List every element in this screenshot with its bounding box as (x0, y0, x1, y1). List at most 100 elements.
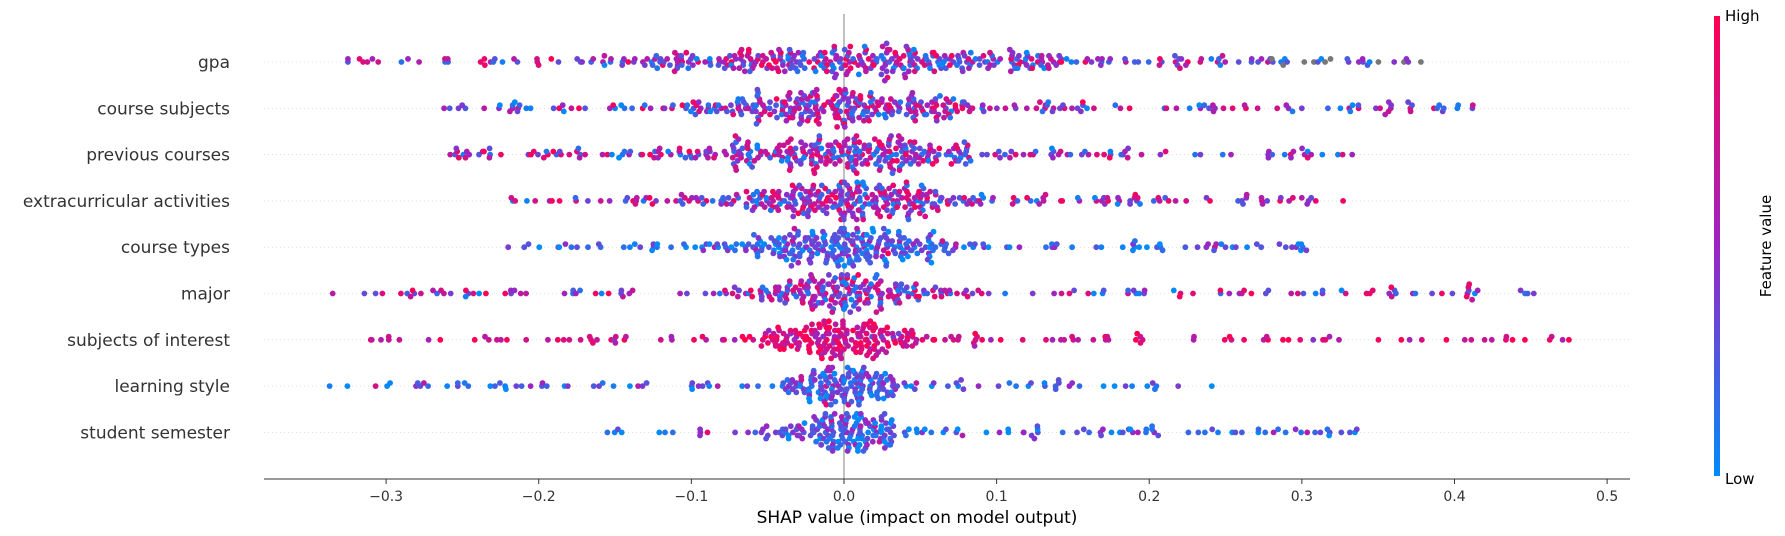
shap-point (969, 201, 975, 207)
shap-point (1409, 102, 1415, 109)
shap-point (781, 346, 787, 352)
shap-point (827, 142, 834, 149)
shap-point (1135, 59, 1142, 65)
shap-point (446, 105, 453, 112)
shap-point (369, 56, 376, 62)
shap-point (585, 244, 591, 251)
shap-point (853, 133, 860, 139)
shap-point (889, 170, 896, 177)
shap-point (873, 309, 880, 315)
shap-point (1298, 241, 1305, 248)
shap-point (792, 284, 799, 291)
shap-point (831, 43, 838, 50)
shap-point (1127, 201, 1133, 207)
x-tick-label: −0.1 (674, 489, 708, 505)
shap-point (945, 383, 951, 389)
shap-point (1074, 429, 1080, 436)
shap-point (326, 383, 333, 389)
shap-point (1340, 198, 1346, 204)
shap-point (1009, 201, 1016, 207)
shap-point (735, 96, 742, 102)
shap-point (856, 139, 863, 146)
shap-point (619, 62, 626, 68)
shap-point (554, 336, 561, 343)
shap-point (887, 373, 894, 380)
shap-point (865, 56, 872, 62)
shap-point (1298, 194, 1305, 201)
shap-point (915, 161, 922, 167)
shap-point (1134, 194, 1141, 201)
shap-point (738, 154, 744, 161)
shap-point (601, 52, 608, 59)
shap-point (1403, 56, 1410, 62)
shap-point (831, 370, 838, 377)
shap-point (880, 386, 887, 393)
shap-point (938, 194, 945, 201)
shap-point (1308, 151, 1315, 158)
shap-point (656, 429, 663, 436)
shap-point (1094, 151, 1100, 158)
shap-point (576, 105, 582, 112)
shap-point (863, 231, 870, 238)
shap-point (902, 74, 909, 81)
shap-point (767, 111, 773, 118)
shap-point (736, 287, 742, 294)
shap-point (1106, 154, 1113, 161)
shap-point (850, 89, 856, 96)
shap-point (836, 142, 842, 149)
shap-point (656, 145, 663, 152)
shap-point (1281, 151, 1288, 158)
shap-point (880, 395, 887, 402)
shap-point (1165, 198, 1172, 204)
shap-point (549, 198, 555, 204)
shap-point (853, 349, 859, 356)
shap-point (1377, 105, 1383, 112)
shap-point (414, 380, 421, 386)
shap-point (928, 429, 935, 436)
shap-point (872, 194, 879, 201)
shap-point (492, 383, 498, 389)
shap-point (789, 377, 796, 383)
shap-point (812, 68, 819, 75)
shap-point (1014, 65, 1021, 72)
shap-point (856, 52, 862, 59)
shap-point (953, 241, 959, 248)
shap-point (792, 145, 799, 152)
shap-point (985, 290, 992, 297)
shap-point (1292, 426, 1299, 433)
shap-point (761, 188, 767, 195)
shap-point (876, 438, 883, 445)
shap-point (827, 373, 834, 380)
shap-point (407, 293, 414, 300)
shap-point (641, 62, 648, 68)
feature-label: course subjects (97, 99, 230, 119)
shap-point (361, 290, 368, 297)
shap-point (752, 429, 759, 436)
shap-point (672, 49, 678, 56)
shap-point (697, 432, 703, 439)
shap-point (590, 383, 597, 389)
shap-point (818, 191, 825, 198)
shap-point (911, 139, 918, 146)
shap-point (1319, 287, 1326, 294)
shap-point (606, 198, 613, 204)
shap-point (1210, 108, 1217, 115)
shap-point (1263, 333, 1270, 340)
shap-point (740, 62, 747, 68)
shap-point (1052, 386, 1059, 393)
shap-point (873, 370, 880, 377)
shap-point (1347, 429, 1353, 436)
shap-point (961, 244, 967, 251)
shap-point (916, 188, 922, 195)
shap-point (846, 145, 853, 152)
shap-point (1406, 336, 1413, 343)
shap-point (530, 148, 537, 155)
shap-point (1244, 244, 1250, 251)
shap-point (1074, 194, 1081, 201)
shap-point (1020, 429, 1027, 436)
shap-point (576, 154, 583, 161)
shap-point (1337, 105, 1344, 112)
shap-point (892, 250, 899, 257)
shap-point (1338, 429, 1345, 436)
shap-point (694, 148, 701, 155)
